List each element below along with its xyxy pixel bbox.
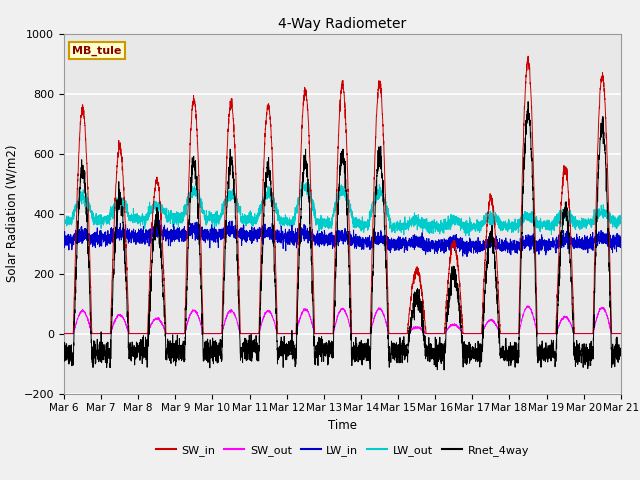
- Title: 4-Way Radiometer: 4-Way Radiometer: [278, 17, 406, 31]
- X-axis label: Time: Time: [328, 419, 357, 432]
- Y-axis label: Solar Radiation (W/m2): Solar Radiation (W/m2): [5, 145, 18, 282]
- Legend: SW_in, SW_out, LW_in, LW_out, Rnet_4way: SW_in, SW_out, LW_in, LW_out, Rnet_4way: [152, 440, 533, 460]
- Text: MB_tule: MB_tule: [72, 46, 122, 56]
